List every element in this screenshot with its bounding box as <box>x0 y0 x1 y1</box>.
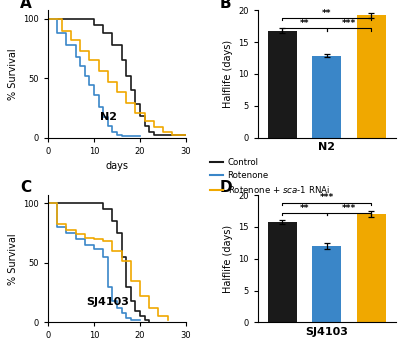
X-axis label: SJ4103: SJ4103 <box>306 327 348 336</box>
Text: **: ** <box>300 19 310 28</box>
Text: A: A <box>20 0 32 11</box>
Bar <box>268 31 297 138</box>
Y-axis label: Halflife (days): Halflife (days) <box>223 225 233 293</box>
Text: N2: N2 <box>100 112 118 122</box>
Text: **: ** <box>300 203 310 213</box>
Text: B: B <box>219 0 231 11</box>
X-axis label: days: days <box>106 161 128 171</box>
Bar <box>312 246 342 322</box>
Text: SJ4103: SJ4103 <box>87 297 130 307</box>
Bar <box>268 222 297 322</box>
Text: D: D <box>219 180 232 196</box>
Text: C: C <box>20 180 32 196</box>
Text: ***: *** <box>320 193 334 202</box>
X-axis label: N2: N2 <box>318 142 336 152</box>
Y-axis label: Halflife (days): Halflife (days) <box>223 40 233 108</box>
Legend: Control, Rotenone, Rotenone + $\it{sca}$-$\it{1}$ RNAi: Control, Rotenone, Rotenone + $\it{sca}$… <box>210 158 330 196</box>
Bar <box>312 56 342 138</box>
Text: ***: *** <box>342 203 356 213</box>
Bar <box>357 15 386 138</box>
Y-axis label: % Survival: % Survival <box>8 48 18 100</box>
Bar <box>357 214 386 322</box>
Y-axis label: % Survival: % Survival <box>8 233 18 285</box>
Text: ***: *** <box>342 19 356 28</box>
Text: **: ** <box>322 9 332 17</box>
